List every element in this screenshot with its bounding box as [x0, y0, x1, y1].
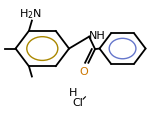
- Text: NH: NH: [89, 31, 106, 41]
- Text: H$_2$N: H$_2$N: [19, 7, 42, 21]
- Text: Cl: Cl: [72, 97, 83, 107]
- Text: O: O: [80, 67, 88, 76]
- Text: H: H: [69, 87, 78, 97]
